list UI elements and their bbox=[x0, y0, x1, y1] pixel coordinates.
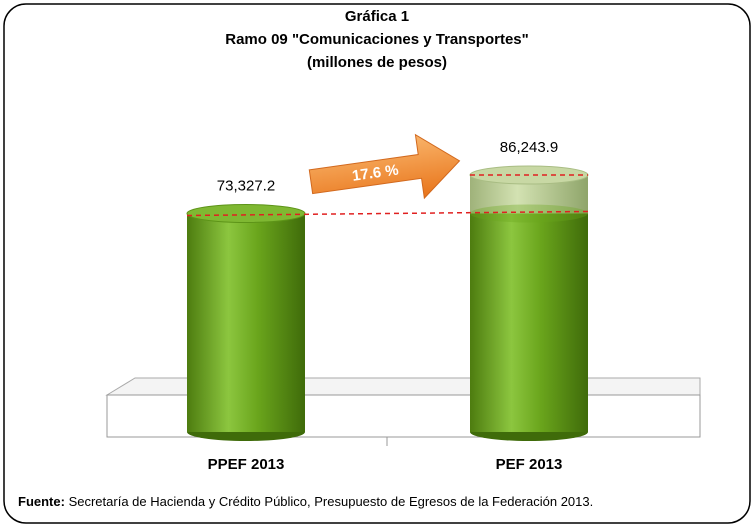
bar-top bbox=[186, 203, 306, 223]
chart-subtitle: (millones de pesos) bbox=[307, 54, 447, 71]
bar-increase-edge bbox=[470, 204, 588, 223]
x-tick-label: PPEF 2013 bbox=[208, 456, 285, 473]
bar bbox=[187, 213, 305, 432]
reference-line bbox=[186, 210, 589, 217]
annotation: 17.6 % bbox=[351, 161, 400, 184]
source-text: Secretaría de Hacienda y Crédito Público… bbox=[69, 494, 594, 509]
chart-title: Gráfica 1 bbox=[345, 8, 409, 25]
x-tick-label: PEF 2013 bbox=[496, 456, 563, 473]
data-label: 73,327.2 bbox=[217, 177, 275, 194]
chart-subtitle: Ramo 09 "Comunicaciones y Transportes" bbox=[225, 31, 529, 48]
source-label: Fuente: bbox=[18, 494, 65, 509]
frame bbox=[3, 3, 751, 524]
source: Fuente: Secretaría de Hacienda y Crédito… bbox=[18, 494, 593, 509]
arrow: 17.6 % bbox=[308, 133, 461, 200]
data-label: 86,243.9 bbox=[500, 139, 558, 156]
bar bbox=[470, 175, 588, 432]
